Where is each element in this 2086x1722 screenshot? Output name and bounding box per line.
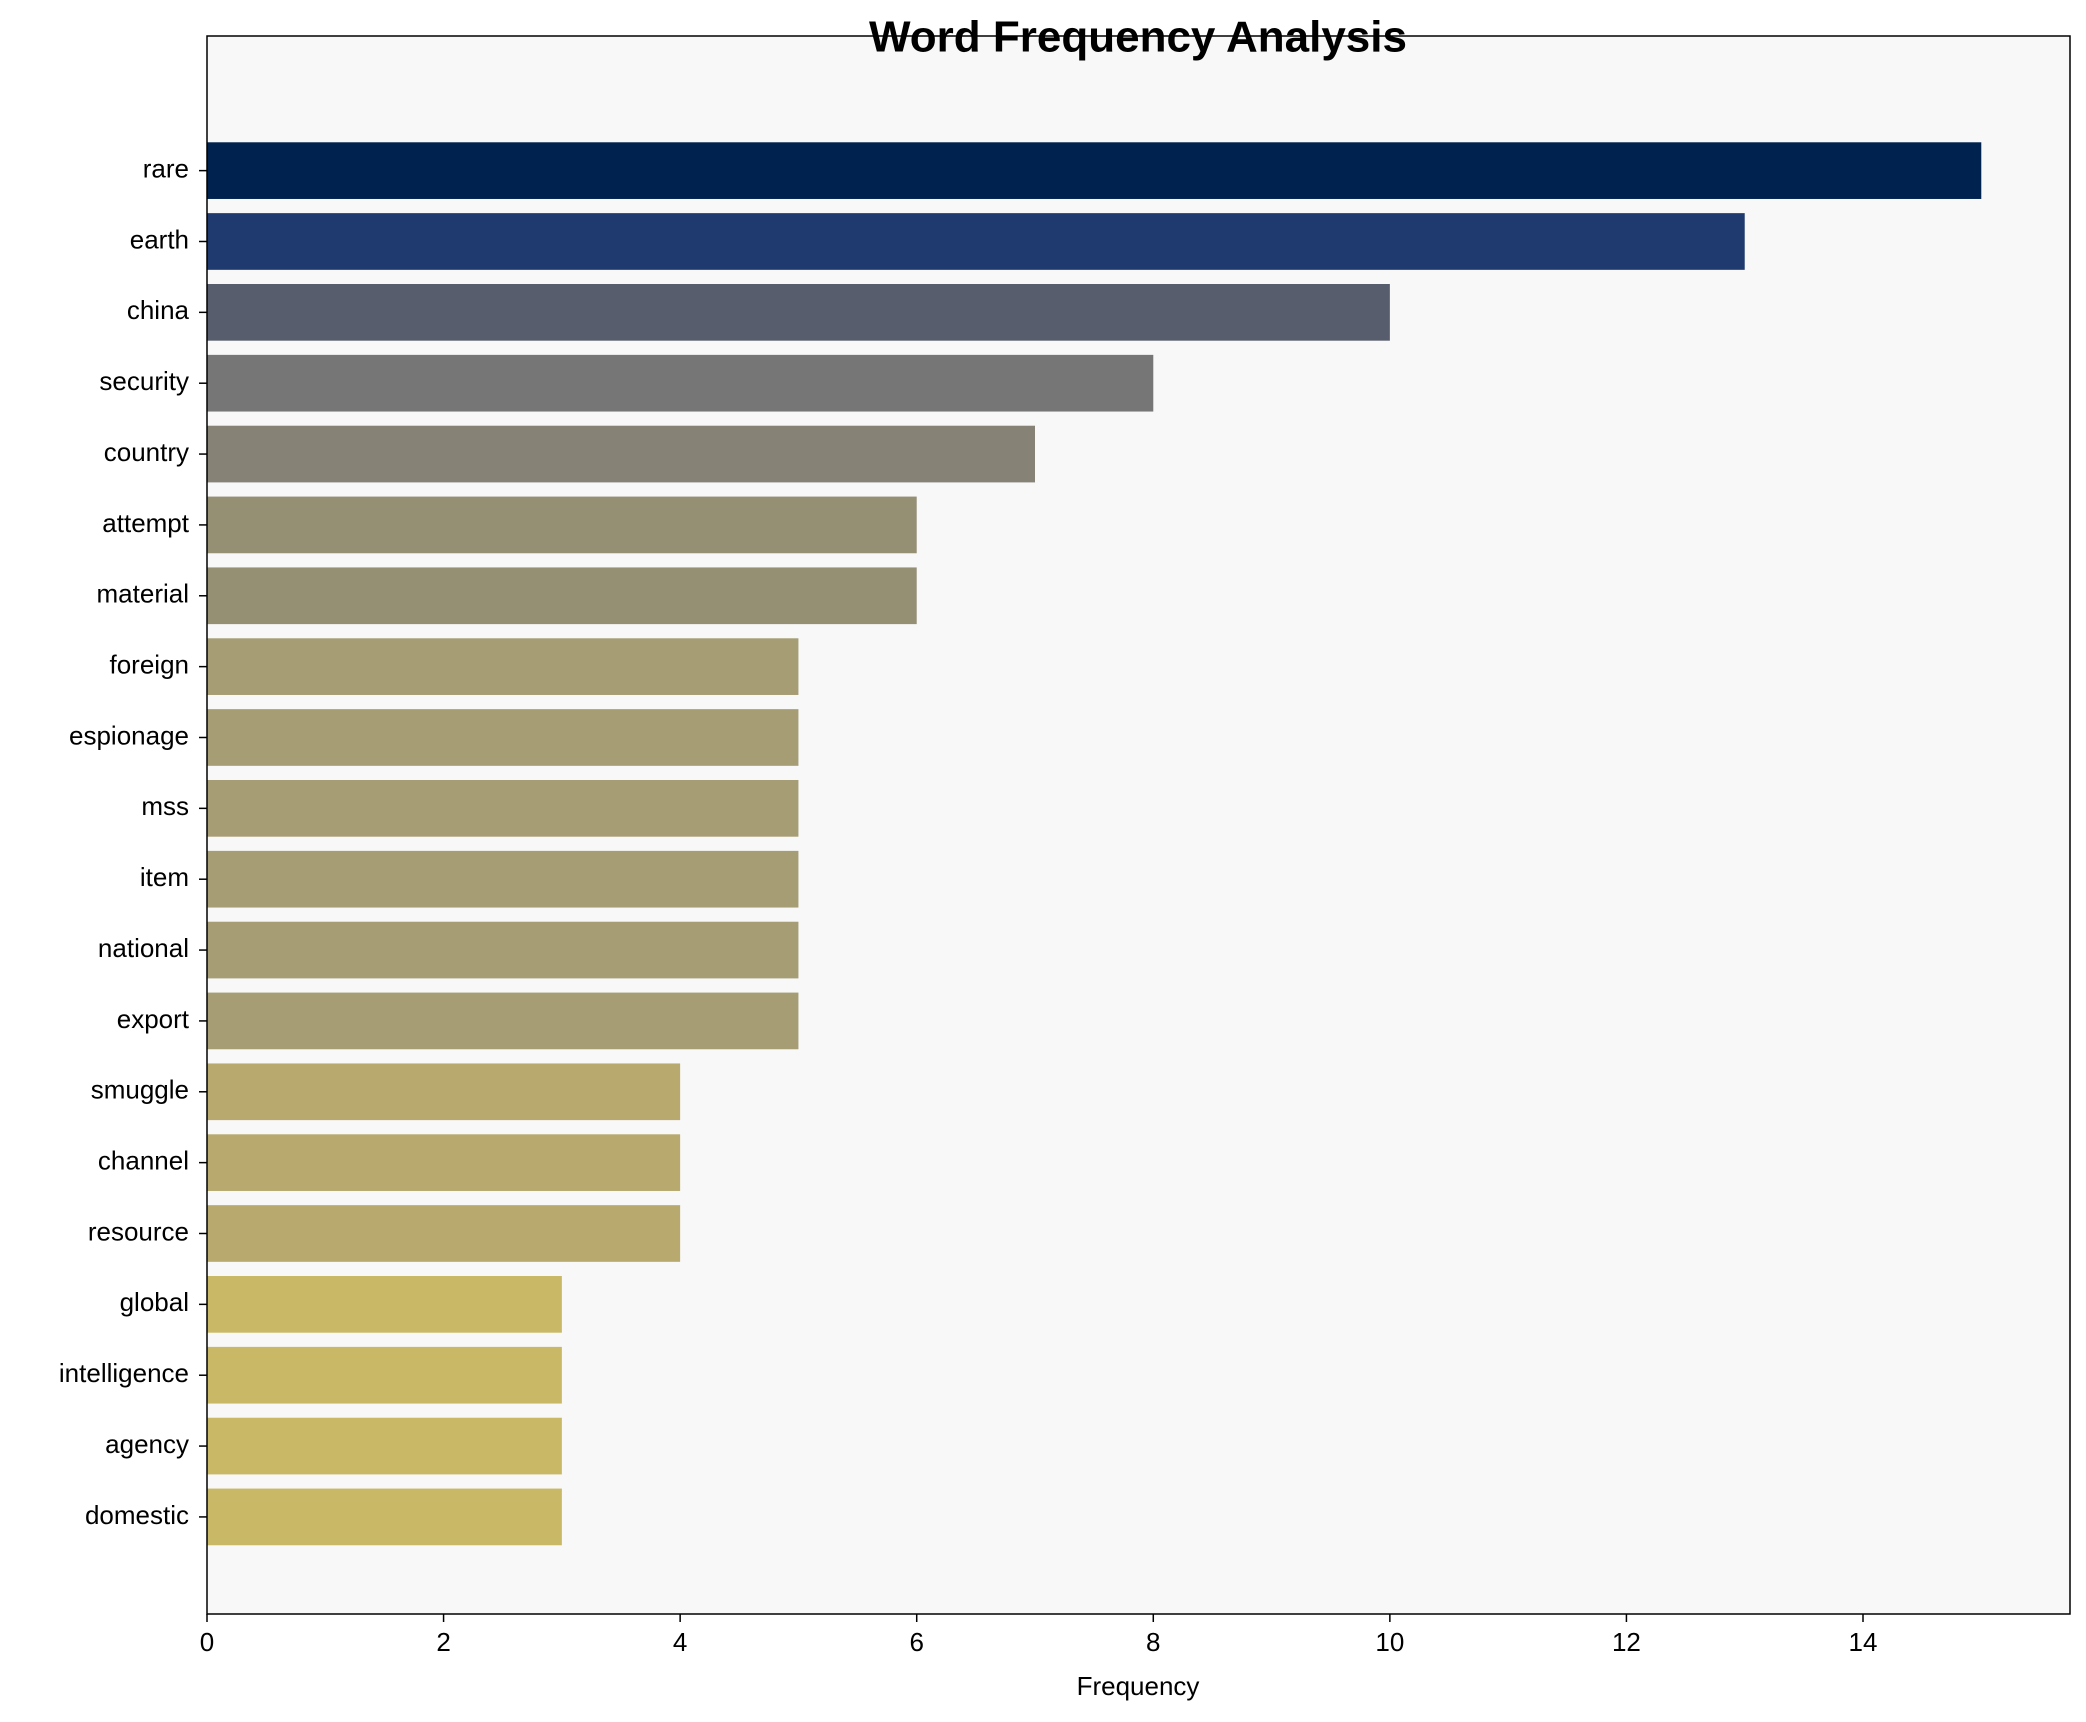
bar (207, 780, 799, 837)
bar (207, 354, 1154, 412)
y-tick-label: channel (98, 1146, 189, 1176)
bar (207, 638, 799, 695)
bar (207, 921, 799, 979)
y-tick-label: foreign (110, 650, 190, 680)
bar (207, 425, 1035, 483)
x-tick-label: 0 (200, 1627, 214, 1657)
bar (207, 1417, 562, 1475)
y-tick-label: intelligence (59, 1358, 189, 1388)
y-tick-label: espionage (69, 720, 189, 750)
y-tick-label: national (98, 933, 189, 963)
y-tick-label: resource (88, 1216, 189, 1246)
bar (207, 1488, 562, 1546)
x-tick-label: 14 (1849, 1627, 1878, 1657)
x-tick-label: 2 (436, 1627, 450, 1657)
x-axis-label: Frequency (1077, 1671, 1200, 1701)
bar (207, 213, 1745, 270)
bar (207, 1205, 681, 1262)
x-tick-label: 10 (1375, 1627, 1404, 1657)
y-tick-label: country (104, 437, 189, 467)
y-tick-label: agency (105, 1429, 189, 1459)
y-tick-label: mss (141, 791, 189, 821)
x-tick-label: 8 (1146, 1627, 1160, 1657)
bar (207, 496, 917, 554)
x-tick-label: 6 (909, 1627, 923, 1657)
bar (207, 1276, 562, 1333)
bar (207, 850, 799, 908)
bar (207, 1063, 681, 1121)
x-tick-label: 12 (1612, 1627, 1641, 1657)
bar (207, 142, 1982, 199)
bar (207, 284, 1390, 341)
y-tick-label: rare (143, 154, 189, 184)
bar (207, 992, 799, 1050)
y-tick-label: security (99, 366, 189, 396)
bar (207, 1346, 562, 1404)
x-tick-label: 4 (673, 1627, 687, 1657)
y-tick-label: export (117, 1004, 190, 1034)
bar (207, 567, 917, 625)
y-tick-label: attempt (102, 508, 189, 538)
y-tick-label: global (120, 1287, 189, 1317)
y-tick-label: item (140, 862, 189, 892)
bar (207, 1134, 681, 1191)
y-tick-label: earth (130, 224, 189, 254)
plot-frame (206, 35, 2071, 1615)
y-tick-label: china (127, 295, 190, 325)
bar (207, 709, 799, 766)
y-tick-label: domestic (85, 1500, 189, 1530)
y-tick-label: smuggle (91, 1075, 189, 1105)
chart-title: Word Frequency Analysis (869, 13, 1407, 62)
y-tick-label: material (97, 579, 189, 609)
